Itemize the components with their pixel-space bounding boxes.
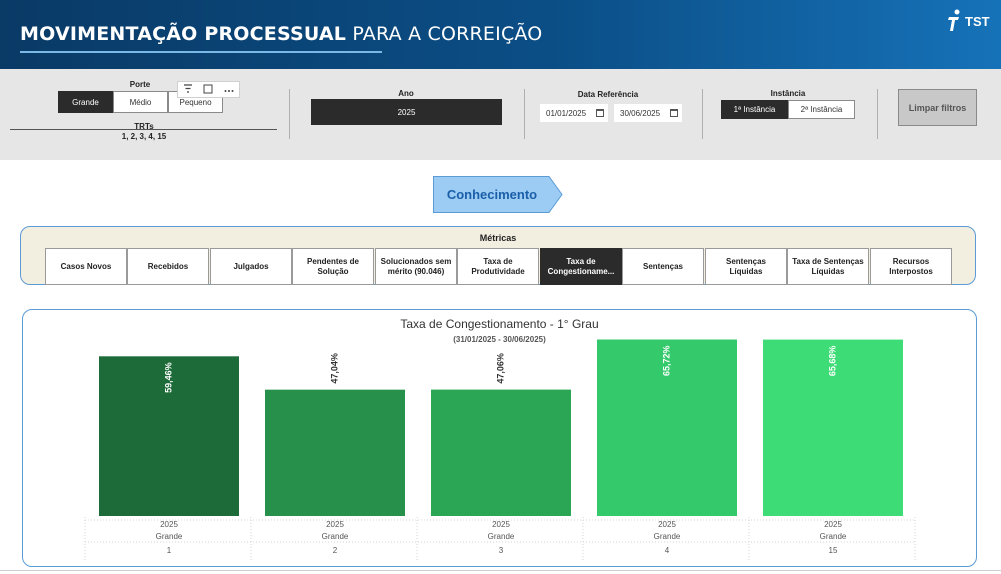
tst-logo-text: TST: [965, 13, 990, 29]
page-title-light: PARA A CORREIÇÃO: [346, 23, 543, 45]
metric-taxa-produtividade[interactable]: Taxa de Produtividade: [457, 248, 539, 285]
header-bar: MOVIMENTAÇÃO PROCESSUAL PARA A CORREIÇÃO…: [0, 0, 1001, 69]
tst-logo: TST: [945, 8, 991, 34]
metric-casos-novos[interactable]: Casos Novos: [45, 248, 127, 285]
metric-julgados[interactable]: Julgados: [210, 248, 292, 285]
date-start-value: 01/01/2025: [546, 108, 587, 118]
data-label: 65,72%: [661, 345, 671, 376]
x-tick-trt: 2: [333, 546, 338, 555]
filter-icon[interactable]: [183, 84, 193, 95]
chart-panel: 59,46% 2025 Grande 1 47,04% 2025 Grande 2 47,06%…: [22, 309, 977, 567]
trts-divider: [10, 129, 277, 130]
data-label: 47,04%: [329, 353, 339, 384]
chart-title: Taxa de Congestionamento - 1° Grau: [400, 317, 599, 331]
x-tick-year: 2025: [824, 520, 842, 529]
data-label: 59,46%: [163, 362, 173, 393]
clear-filters-button[interactable]: Limpar filtros: [898, 89, 977, 126]
chart-subtitle: (31/01/2025 - 30/06/2025): [453, 335, 546, 344]
x-tick-year: 2025: [326, 520, 344, 529]
bar-chart: 59,46% 2025 Grande 1 47,04% 2025 Grande 2 47,06%…: [84, 339, 916, 560]
metric-sentencas-liquidas[interactable]: Sentenças Líquidas: [705, 248, 787, 285]
calendar-icon[interactable]: [596, 109, 604, 117]
tst-logo-icon: [945, 9, 963, 33]
metric-taxa-congestionamento[interactable]: Taxa de Congestioname...: [540, 248, 622, 285]
metric-sentencas[interactable]: Sentenças: [622, 248, 704, 285]
data-label: 47,06%: [495, 353, 505, 384]
more-options-icon[interactable]: [224, 85, 234, 95]
ano-label: Ano: [398, 89, 414, 98]
x-tick-trt: 15: [829, 546, 838, 555]
x-tick-porte: Grande: [820, 532, 847, 541]
filter-separator: [524, 89, 525, 139]
title-underline: [20, 51, 382, 53]
x-tick-year: 2025: [492, 520, 510, 529]
date-start-input[interactable]: 01/01/2025: [540, 104, 608, 122]
page-bottom-divider: [0, 570, 1001, 571]
data-referencia-label: Data Referência: [577, 90, 639, 99]
filter-separator: [702, 89, 703, 139]
x-tick-trt: 1: [167, 546, 172, 555]
focus-icon[interactable]: [203, 84, 213, 96]
metric-solucionados[interactable]: Solucionados sem mérito (90.046): [375, 248, 457, 285]
page-title: MOVIMENTAÇÃO PROCESSUAL PARA A CORREIÇÃO: [20, 22, 542, 46]
instancia-option-2[interactable]: 2ª Instância: [788, 100, 855, 119]
x-tick-porte: Grande: [654, 532, 681, 541]
x-tick-porte: Grande: [322, 532, 349, 541]
bar-1: [99, 356, 239, 516]
porte-option-grande[interactable]: Grande: [58, 91, 113, 113]
bar-4: [597, 339, 737, 516]
ano-select[interactable]: 2025: [311, 99, 502, 125]
x-tick-trt: 3: [499, 546, 504, 555]
instancia-label: Instância: [770, 89, 806, 98]
section-conhecimento-label: Conhecimento: [446, 187, 538, 202]
bar-15: [763, 339, 903, 516]
x-tick-year: 2025: [160, 520, 178, 529]
metrics-title: Métricas: [479, 233, 517, 243]
metrics-panel: Métricas Casos Novos Recebidos Julgados …: [20, 226, 976, 285]
bar-3: [431, 389, 571, 516]
visual-toolbar: [177, 81, 240, 98]
x-tick-year: 2025: [658, 520, 676, 529]
porte-label: Porte: [129, 80, 151, 89]
instancia-segmented: 1ª Instância 2ª Instância: [721, 100, 855, 119]
porte-option-medio[interactable]: Médio: [113, 91, 168, 113]
data-label: 65,68%: [827, 346, 837, 377]
date-end-value: 30/06/2025: [620, 108, 661, 118]
filter-bar: Porte Grande Médio Pequeno TRTs 1, 2, 3,…: [0, 69, 1001, 160]
metric-recebidos[interactable]: Recebidos: [127, 248, 209, 285]
bar-2: [265, 389, 405, 516]
metric-taxa-sentencas-liquidas[interactable]: Taxa de Sentenças Líquidas: [787, 248, 869, 285]
x-tick-trt: 4: [665, 546, 670, 555]
trts-label: TRTs: [134, 122, 154, 131]
date-end-input[interactable]: 30/06/2025: [614, 104, 682, 122]
x-tick-porte: Grande: [156, 532, 183, 541]
metric-recursos-interpostos[interactable]: Recursos Interpostos: [870, 248, 952, 285]
x-tick-porte: Grande: [488, 532, 515, 541]
metric-pendentes[interactable]: Pendentes de Solução: [292, 248, 374, 285]
instancia-option-1[interactable]: 1ª Instância: [721, 100, 788, 119]
filter-separator: [877, 89, 878, 139]
filter-separator: [289, 89, 290, 139]
porte-segmented: Grande Médio Pequeno: [58, 91, 223, 113]
trts-value[interactable]: 1, 2, 3, 4, 15: [121, 132, 167, 141]
page-title-bold: MOVIMENTAÇÃO PROCESSUAL: [20, 23, 347, 45]
calendar-icon[interactable]: [670, 109, 678, 117]
section-conhecimento[interactable]: Conhecimento: [433, 176, 563, 213]
